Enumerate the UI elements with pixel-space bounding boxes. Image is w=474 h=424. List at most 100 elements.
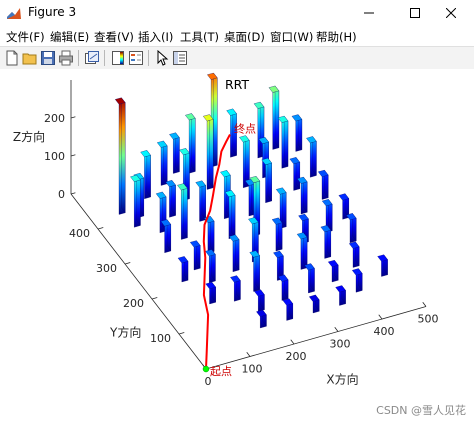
save-icon[interactable] [40,50,56,66]
obstacle-top-face [275,187,287,195]
obstacle-side-face [274,85,280,149]
menu-bar: 文件(F) 编辑(E) 查看(V) 插入(I) 工具(T) 桌面(D) 窗口(W… [0,26,474,46]
obstacle-top-face [189,240,201,248]
obstacle-bar [202,114,214,190]
obstacle-side-face [146,149,151,198]
menu-desktop[interactable]: 桌面(D) [224,30,265,44]
obstacle-top-face [220,170,231,178]
menu-edit[interactable]: 编辑(E) [50,30,90,44]
obstacle-top-face [327,260,339,267]
y-tick-mark [124,262,131,265]
x-tick-mark [246,352,251,357]
obstacle-top-face [261,157,272,165]
menu-tools[interactable]: 工具(T) [180,30,219,44]
y-tick-mark [151,297,158,300]
menu-insert[interactable]: 插入(I) [138,30,174,44]
obstacle-top-face [335,285,346,293]
watermark: CSDN @雪人见花 [376,404,466,417]
obstacle-top-face [226,108,237,116]
z-tick-label: 200 [44,112,65,125]
obstacle-side-face [183,183,188,239]
maximize-icon [410,8,420,18]
menu-file[interactable]: 文件(F) [6,30,45,44]
obstacle-top-face [179,148,190,156]
obstacle-side-face [231,189,236,238]
obstacle-bar [277,115,289,169]
y-tick-mark [178,332,185,335]
obstacle-bar [335,285,346,306]
obstacle-bar [351,268,363,293]
y-axis-label: Y方向 [109,325,141,340]
obstacle-top-face [156,140,168,148]
obstacle-top-face [298,213,309,221]
obstacle-top-face [114,97,126,105]
rrt-path-line [202,134,231,370]
property-inspector-icon[interactable] [172,50,188,66]
obstacle-top-face [177,256,189,264]
obstacle-bar [195,180,206,222]
z-tick-mark [70,116,76,119]
obstacle-top-face [321,199,333,207]
x-tick-label: 100 [242,363,263,376]
menu-help[interactable]: 帮助(H) [316,30,357,44]
obstacle-top-face [320,225,332,233]
obstacle-bar [308,294,320,314]
toolbar-separator [104,50,105,66]
open-file-icon[interactable] [22,50,38,66]
z-tick-label: 100 [44,150,65,163]
z-axis-label: Z方向 [13,129,45,144]
obstacle-top-face [345,213,357,221]
obstacle-top-face [306,136,317,144]
obstacle-top-face [296,232,308,240]
obstacle-top-face [228,234,240,242]
obstacle-side-face [213,72,218,166]
minimize-button[interactable] [346,0,392,26]
menu-window[interactable]: 窗口(W) [270,30,314,44]
obstacle-bar [226,108,237,158]
obstacle-top-face [165,180,176,187]
obstacle-bar [320,224,332,259]
figure-canvas: RRT 0 100 200 300 400 500 100 200 300 400 0 100 200 X… [0,69,474,424]
obstacle-bar [228,234,240,272]
obstacle-top-face [351,268,363,276]
obstacle-side-face [191,112,196,172]
obstacle-side-face [245,135,250,187]
obstacle-bar [189,240,201,271]
obstacle-bar [289,156,301,191]
title-bar: Figure 3 [0,0,474,27]
print-icon[interactable] [58,50,74,66]
matlab-figure-icon [6,5,22,21]
obstacle-side-face [121,97,126,214]
pointer-icon[interactable] [154,50,170,66]
obstacle-top-face [377,254,388,262]
obstacle-bar [275,187,287,229]
obstacle-top-face [258,137,269,144]
obstacle-top-face [317,169,329,177]
close-button[interactable] [428,0,474,26]
obstacle-top-face [202,114,214,122]
obstacle-bar [277,274,289,301]
obstacle-side-face [139,172,144,217]
obstacle-bar [282,298,294,321]
obstacle-bar [268,85,280,150]
obstacle-top-face [289,157,301,165]
obstacle-bar [177,183,188,240]
new-figure-icon[interactable] [4,50,20,66]
obstacle-bar [317,169,329,200]
close-icon [446,8,456,18]
obstacle-side-face [136,174,141,226]
obstacle-bar [165,179,176,218]
obstacle-top-face [308,294,320,302]
menu-view[interactable]: 查看(V) [94,30,134,44]
maximize-button[interactable] [392,0,438,26]
plot-3d[interactable]: 0 100 200 300 400 500 100 200 300 400 0 100 200 X方向 Y方… [0,69,474,424]
obstacle-side-face [209,114,214,189]
obstacle-top-face [248,217,259,225]
colorbar-icon[interactable] [110,50,126,66]
link-plot-icon[interactable] [84,50,100,66]
obstacle-bar [203,215,215,254]
obstacle-top-face [268,85,280,93]
z-tick-mark [70,192,76,195]
legend-icon[interactable] [128,50,144,66]
y-tick-label: 300 [96,262,117,275]
